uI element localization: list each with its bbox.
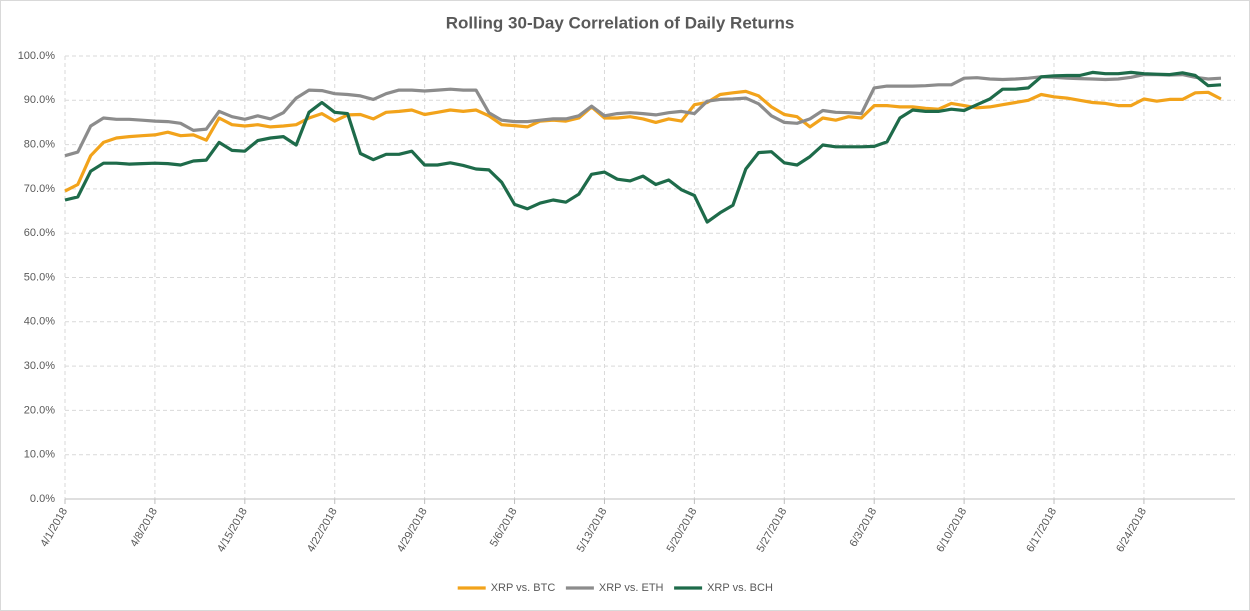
series-line [64,70,1222,224]
y-tick-label: 80.0% [24,139,55,151]
legend-label: XRP vs. ETH [599,582,664,594]
y-tick-label: 70.0% [24,183,55,195]
chart-title: Rolling 30-Day Correlation of Daily Retu… [446,13,795,32]
legend-label: XRP vs. BCH [707,582,773,594]
series-line [64,89,1222,193]
y-tick-label: 60.0% [24,227,55,239]
y-tick-label: 20.0% [24,404,55,416]
legend-label: XRP vs. BTC [491,582,556,594]
y-tick-label: 0.0% [30,493,55,505]
y-tick-label: 40.0% [24,316,55,328]
y-tick-label: 50.0% [24,271,55,283]
y-tick-label: 10.0% [24,449,55,461]
y-tick-label: 30.0% [24,360,55,372]
series-line [64,73,1222,158]
y-tick-label: 90.0% [24,94,55,106]
y-tick-label: 100.0% [18,50,56,62]
